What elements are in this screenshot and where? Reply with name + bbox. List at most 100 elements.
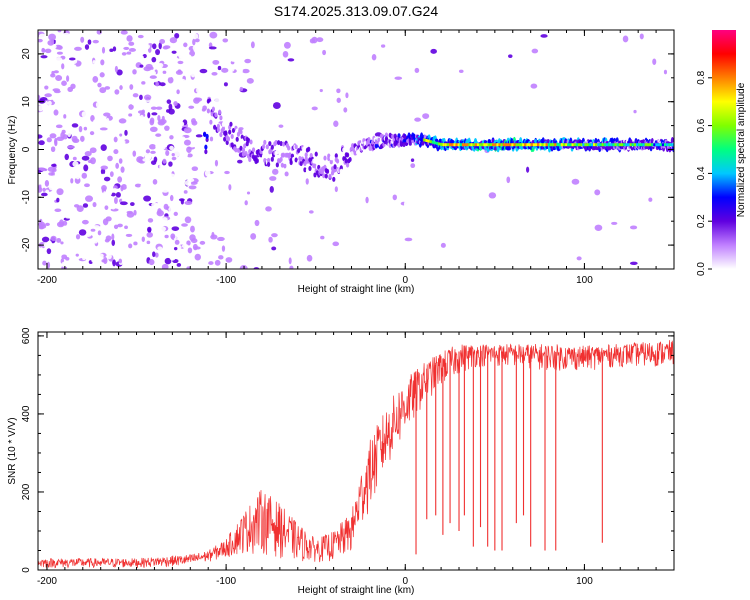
- spectrogram-noise-cell: [111, 239, 116, 247]
- spectrogram-noise-cell: [103, 176, 111, 182]
- spectrogram-noise-cell: [629, 225, 638, 230]
- spectrogram-signal-core: [599, 143, 602, 147]
- spectrogram-noise-cell: [128, 113, 133, 117]
- spectrogram-signal-cell: [307, 146, 311, 152]
- spectrogram-noise-cell: [107, 253, 112, 260]
- spectrogram-noise-cell: [61, 129, 66, 134]
- spectrogram-signal-core: [590, 143, 594, 147]
- spectrogram-noise-cell: [97, 112, 103, 118]
- spectrogram-noise-cell: [107, 189, 113, 196]
- spectrogram-noise-cell: [61, 261, 69, 268]
- spectrogram-noise-cell: [185, 54, 192, 61]
- spectrogram-noise-cell: [375, 65, 380, 71]
- spectrogram-noise-cell: [147, 218, 154, 223]
- spectrogram-signal-core: [631, 143, 634, 147]
- spectrogram-noise-cell: [186, 153, 193, 158]
- spectrogram-noise-cell: [165, 74, 173, 78]
- spectrogram-noise-cell: [194, 174, 200, 179]
- spectrogram-noise-cell: [76, 152, 83, 158]
- spectrogram-noise-cell: [152, 251, 156, 258]
- snr-series-line: [38, 340, 674, 569]
- spectrogram-signal-core: [597, 143, 600, 147]
- spectrogram-noise-cell: [422, 113, 430, 119]
- spectrogram-signal-core: [666, 143, 669, 147]
- spectrogram-noise-cell: [65, 215, 72, 219]
- spectrogram-noise-cell: [108, 32, 113, 39]
- spectrogram-noise-cell: [180, 150, 189, 158]
- spectrogram-noise-cell: [305, 178, 309, 185]
- spectrogram-noise-cell: [155, 143, 159, 149]
- spectrogram-noise-cell: [583, 205, 590, 210]
- spectrogram-noise-cell: [50, 73, 56, 78]
- spectrogram-noise-cell: [90, 87, 95, 95]
- spectrogram-noise-cell: [113, 136, 118, 143]
- spectrogram-noise-cell: [38, 105, 44, 112]
- spectrogram-noise-cell: [191, 117, 197, 124]
- spectrogram-signal-core: [464, 143, 467, 147]
- spectrogram-noise-cell: [83, 164, 89, 172]
- spectrogram-noise-cell: [242, 68, 250, 74]
- spectrogram-noise-cell: [38, 140, 45, 146]
- spectrogram-noise-cell: [79, 213, 86, 220]
- spectrogram-noise-cell: [189, 234, 196, 242]
- spectrogram-signal-core: [588, 143, 591, 147]
- spectrogram-noise-cell: [83, 126, 88, 131]
- snr-y-tick-label: 200: [21, 483, 32, 500]
- spectrogram-signal-core: [496, 143, 499, 147]
- spectrogram-signal-cell: [239, 145, 243, 151]
- spectrogram-noise-cell: [141, 122, 145, 128]
- spectrogram-noise-cell: [178, 162, 183, 168]
- spectrogram-noise-cell: [181, 244, 189, 249]
- spectrogram-signal-cell: [287, 145, 291, 151]
- spectrogram-signal-core: [487, 143, 490, 147]
- spectrogram-signal-cell: [240, 138, 244, 144]
- spectrogram-signal-core: [427, 139, 430, 143]
- spectrogram-noise-cell: [407, 145, 415, 149]
- spectrogram-noise-cell: [120, 185, 124, 192]
- spectrogram-noise-cell: [133, 209, 137, 216]
- spectrogram-x-tick-label: -100: [216, 275, 236, 286]
- spectrogram-signal-cell: [325, 161, 330, 167]
- spectrogram-signal-core: [504, 143, 508, 147]
- spectrogram-signal-core: [577, 143, 581, 147]
- spectrogram-signal-cell: [313, 172, 317, 178]
- spectrogram-noise-cell: [283, 41, 291, 49]
- spectrogram-noise-cell: [225, 257, 233, 263]
- spectrogram-signal-cell: [224, 130, 228, 136]
- spectrogram-noise-cell: [63, 114, 67, 119]
- spectrogram-noise-cell: [106, 90, 112, 98]
- spectrogram-noise-cell: [139, 94, 143, 101]
- spectrogram-signal-cell: [305, 167, 310, 173]
- spectrogram-noise-cell: [96, 128, 101, 133]
- spectrogram-noise-cell: [425, 249, 431, 253]
- spectrogram-noise-cell: [101, 214, 107, 219]
- spectrogram-signal-core: [457, 143, 460, 147]
- spectrogram-noise-cell: [127, 136, 135, 140]
- spectrogram-noise-cell: [273, 184, 278, 189]
- spectrogram-signal-core: [498, 143, 501, 147]
- spectrogram-signal-cell: [261, 144, 266, 150]
- spectrogram-noise-cell: [90, 228, 96, 232]
- spectrogram-noise-cell: [89, 179, 97, 185]
- spectrogram-signal-cell: [261, 153, 266, 159]
- spectrogram-noise-cell: [184, 200, 193, 205]
- spectrogram-noise-cell: [66, 252, 75, 257]
- spectrogram-noise-cell: [81, 111, 87, 118]
- spectrogram-noise-cell: [81, 172, 88, 179]
- spectrogram-signal-core: [558, 143, 561, 147]
- spectrogram-noise-cell: [38, 94, 41, 101]
- spectrogram-signal-cell: [239, 129, 243, 135]
- spectrogram-noise-cell: [126, 51, 132, 55]
- spectrogram-noise-cell: [117, 234, 123, 241]
- spectrogram-noise-cell: [283, 234, 290, 240]
- spectrogram-signal-core: [623, 143, 626, 147]
- spectrogram-signal-core: [655, 143, 658, 147]
- spectrogram-signal-cell: [211, 106, 215, 112]
- spectrogram-noise-cell: [67, 145, 75, 149]
- spectrogram-signal-core: [472, 143, 475, 147]
- spectrogram-noise-cell: [310, 206, 314, 211]
- spectrogram-noise-cell: [78, 125, 83, 133]
- spectrogram-noise-cell: [287, 58, 295, 62]
- spectrogram-noise-cell: [289, 192, 295, 197]
- spectrogram-noise-cell: [161, 188, 169, 193]
